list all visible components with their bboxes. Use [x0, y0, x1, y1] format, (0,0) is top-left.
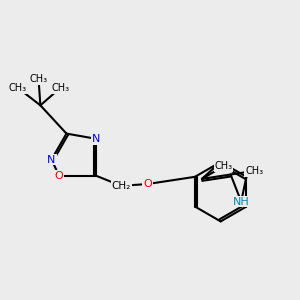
Text: NH: NH	[233, 196, 250, 206]
Text: CH₃: CH₃	[214, 161, 233, 171]
Text: CH₃: CH₃	[51, 83, 69, 93]
Text: CH₃: CH₃	[245, 166, 263, 176]
Text: N: N	[47, 154, 56, 164]
Text: O: O	[143, 179, 152, 189]
Text: O: O	[55, 171, 63, 181]
Text: CH₂: CH₂	[112, 181, 131, 191]
Text: CH₃: CH₃	[29, 74, 48, 84]
Text: CH₃: CH₃	[9, 83, 27, 93]
Text: N: N	[92, 134, 100, 144]
